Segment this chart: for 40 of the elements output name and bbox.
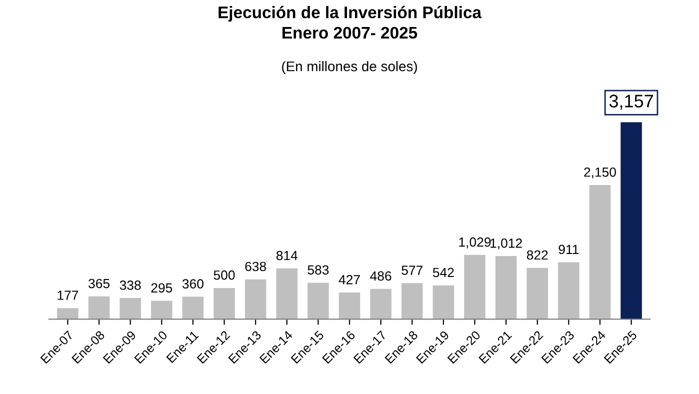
bar [57, 308, 78, 320]
bar [526, 268, 548, 320]
bar [244, 279, 266, 320]
bar [401, 283, 423, 320]
data-label: 177 [58, 290, 78, 300]
bar [338, 292, 360, 320]
data-label: 1,012 [490, 238, 522, 250]
bar [370, 288, 392, 320]
data-label: 295 [151, 283, 172, 293]
bar [276, 268, 298, 320]
data-label: 2,150 [584, 167, 616, 178]
bar [151, 300, 172, 320]
chart-title: Ejecución de la Inversión Pública Enero 2007- 2025 [218, 6, 482, 39]
data-label: 338 [120, 280, 141, 290]
chart-subtitle: (En millones de soles) [282, 61, 417, 74]
bar [558, 262, 580, 320]
data-label: 500 [214, 270, 235, 280]
data-label: 365 [88, 278, 110, 288]
bar [495, 256, 517, 320]
bar [464, 254, 486, 320]
bar [214, 288, 235, 320]
data-label: 486 [370, 271, 392, 281]
data-label: 814 [276, 250, 298, 260]
data-label: 1,029 [459, 237, 491, 248]
bar [308, 282, 329, 320]
data-label: 427 [338, 274, 360, 284]
bar [120, 298, 141, 320]
bar [432, 285, 454, 320]
data-label: 822 [526, 250, 548, 260]
data-label: 360 [182, 279, 204, 289]
data-label: 638 [245, 262, 266, 272]
bar [589, 184, 611, 320]
bar [620, 122, 642, 320]
data-label: 577 [402, 266, 422, 275]
bar [182, 296, 204, 320]
data-label: 3,157 [609, 94, 653, 110]
data-label: 583 [308, 265, 329, 275]
data-label: 542 [432, 268, 454, 278]
data-label: 911 [558, 244, 579, 254]
bar [88, 296, 110, 320]
